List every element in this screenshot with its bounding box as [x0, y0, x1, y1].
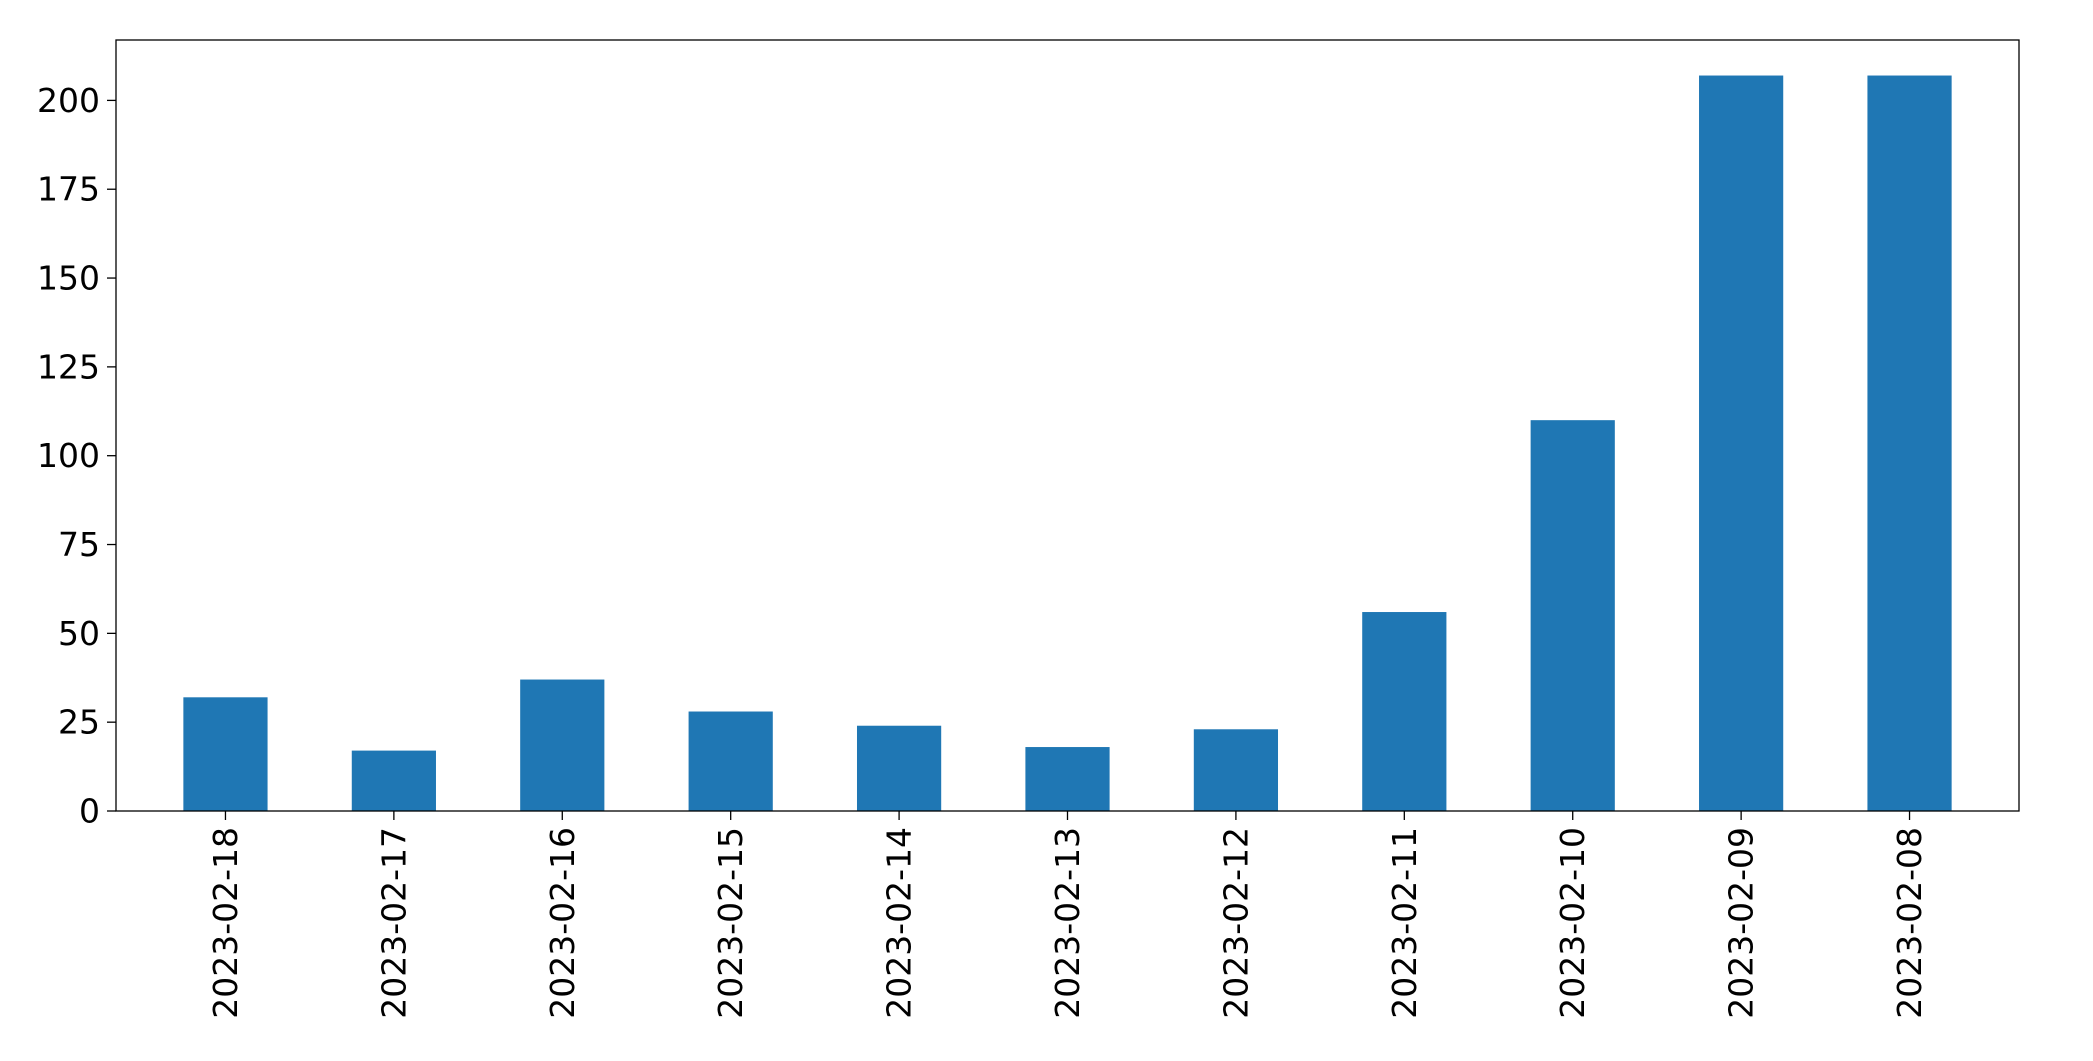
- y-tick-label: 50: [58, 614, 100, 653]
- y-tick-label: 25: [58, 703, 100, 742]
- y-tick-label: 0: [79, 792, 100, 831]
- y-tick-label: 100: [37, 436, 100, 475]
- x-tick-label: 2023-02-15: [711, 827, 750, 1019]
- bar-2023-02-16: [520, 679, 605, 811]
- y-tick-label: 75: [58, 525, 100, 564]
- x-tick-label: 2023-02-16: [543, 827, 582, 1019]
- bar-2023-02-13: [1025, 747, 1110, 811]
- x-tick-label: 2023-02-11: [1385, 827, 1424, 1019]
- bar-2023-02-18: [183, 697, 268, 811]
- bar-2023-02-15: [688, 711, 773, 811]
- y-tick-label: 200: [37, 81, 100, 120]
- x-tick-label: 2023-02-08: [1890, 827, 1929, 1019]
- bars-group: [183, 75, 1952, 811]
- x-tick-label: 2023-02-18: [206, 827, 245, 1019]
- x-tick-label: 2023-02-17: [374, 827, 413, 1019]
- bar-2023-02-12: [1193, 729, 1279, 811]
- x-tick-label: 2023-02-12: [1216, 827, 1255, 1019]
- x-axis: 2023-02-18 2023-02-17 2023-02-16 2023-02-15…: [206, 811, 1929, 1019]
- bar-2023-02-17: [351, 750, 436, 811]
- y-tick-label: 125: [37, 347, 100, 386]
- x-tick-label: 2023-02-10: [1553, 827, 1592, 1019]
- y-tick-label: 175: [37, 170, 100, 209]
- bar-2023-02-09: [1699, 75, 1784, 811]
- bar-2023-02-08: [1867, 75, 1952, 811]
- x-tick-label: 2023-02-09: [1722, 827, 1761, 1019]
- bar-2023-02-11: [1362, 612, 1447, 811]
- x-tick-label: 2023-02-13: [1048, 827, 1087, 1019]
- y-tick-label: 150: [37, 259, 100, 298]
- bar-2023-02-14: [856, 725, 942, 811]
- bar-2023-02-10: [1530, 420, 1615, 811]
- x-tick-label: 2023-02-14: [880, 827, 919, 1019]
- y-axis: 0 25 50 75 100 125 150 175 200: [37, 81, 116, 831]
